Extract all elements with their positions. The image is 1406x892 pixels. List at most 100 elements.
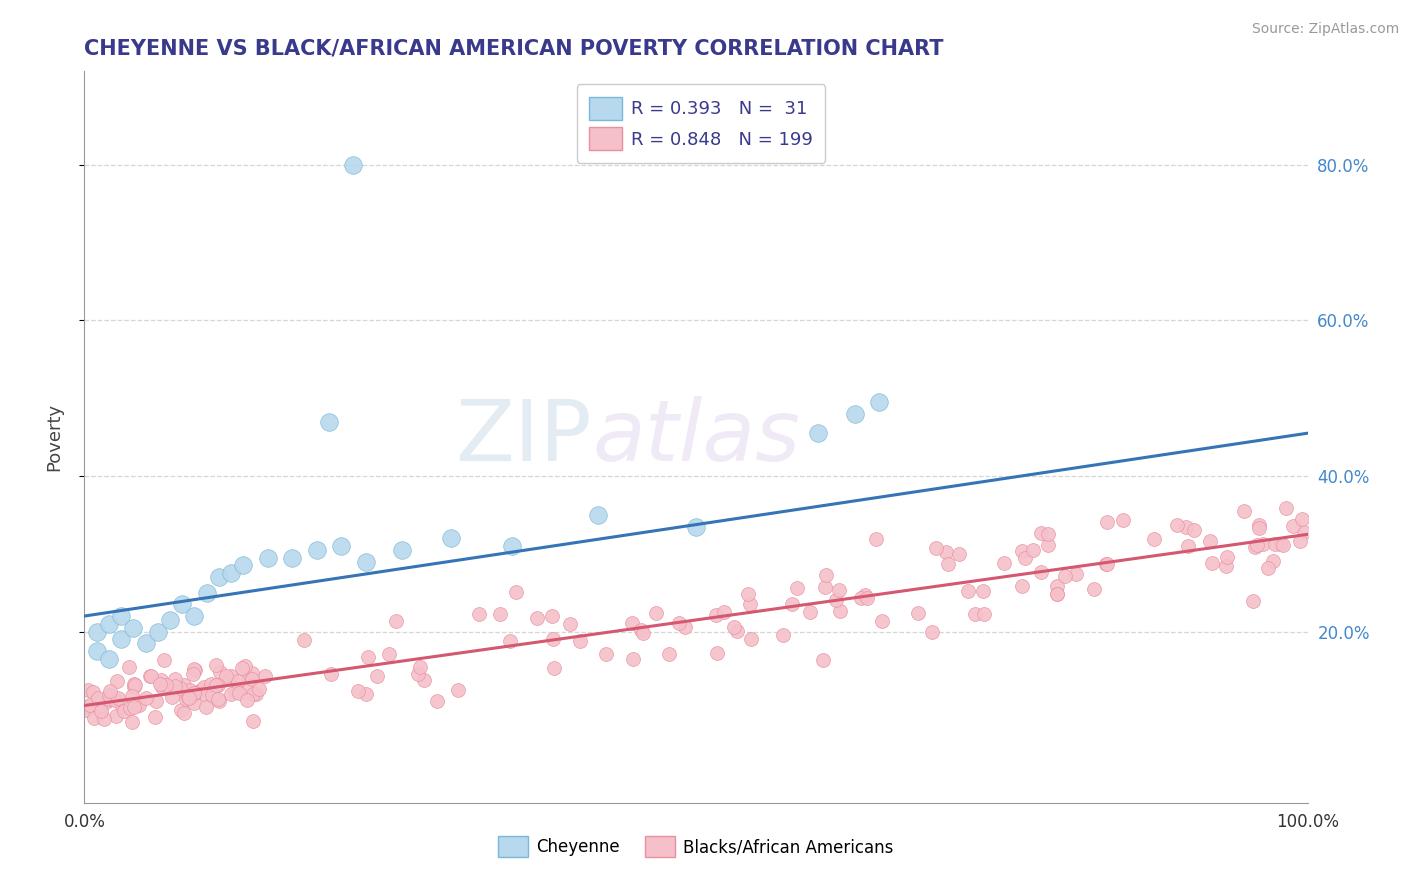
Text: Source: ZipAtlas.com: Source: ZipAtlas.com — [1251, 22, 1399, 37]
Point — [1095, 515, 1118, 529]
Point — [830, 604, 852, 618]
Point — [1247, 518, 1270, 533]
Point — [645, 606, 668, 620]
Point — [121, 715, 143, 730]
Point — [257, 550, 280, 565]
Point — [1251, 537, 1274, 551]
Point — [1175, 520, 1198, 534]
Point — [124, 678, 146, 692]
Point — [240, 665, 263, 680]
Point — [1014, 551, 1036, 566]
Point — [124, 677, 146, 691]
Point — [215, 669, 238, 683]
Point — [1274, 500, 1296, 515]
Point — [110, 632, 132, 647]
Point — [865, 532, 887, 546]
Point — [1289, 533, 1312, 548]
Point — [1031, 526, 1053, 541]
Point — [208, 570, 231, 584]
Point — [1177, 540, 1199, 554]
Point — [1046, 586, 1069, 600]
Point — [706, 646, 728, 660]
Point — [713, 605, 735, 619]
Point — [354, 555, 377, 569]
Point — [121, 689, 143, 703]
Point — [76, 698, 98, 713]
Point — [408, 659, 430, 673]
Point — [112, 704, 135, 718]
Point — [993, 556, 1015, 570]
Point — [814, 567, 837, 582]
Point — [77, 682, 100, 697]
Point — [973, 607, 995, 621]
Point — [957, 584, 980, 599]
Point — [844, 407, 866, 421]
Point — [799, 605, 821, 619]
Point — [1257, 561, 1279, 575]
Point — [1264, 537, 1286, 551]
Point — [630, 624, 652, 638]
Point — [668, 616, 690, 631]
Point — [673, 620, 696, 634]
Point — [936, 558, 959, 572]
Point — [195, 688, 218, 702]
Point — [200, 677, 222, 691]
Point — [737, 587, 759, 601]
Point — [1053, 569, 1076, 583]
Point — [963, 607, 986, 621]
Point — [1241, 594, 1264, 608]
Point — [207, 691, 229, 706]
Point — [813, 580, 835, 594]
Point — [224, 685, 246, 699]
Point — [1291, 512, 1313, 526]
Point — [1112, 513, 1135, 527]
Point — [247, 681, 270, 696]
Point — [184, 663, 207, 677]
Point — [825, 593, 848, 607]
Point — [1263, 554, 1285, 568]
Point — [226, 674, 249, 689]
Point — [1143, 533, 1166, 547]
Point — [391, 542, 413, 557]
Point — [870, 614, 893, 628]
Point — [165, 679, 187, 693]
Point — [79, 698, 101, 713]
Point — [706, 608, 728, 623]
Point — [772, 628, 794, 642]
Point — [177, 690, 200, 704]
Point — [305, 542, 328, 557]
Point — [1249, 521, 1271, 535]
Point — [183, 609, 205, 624]
Point — [377, 647, 399, 661]
Point — [505, 584, 527, 599]
Point — [855, 591, 877, 606]
Point — [219, 669, 242, 683]
Point — [149, 677, 172, 691]
Point — [1244, 540, 1267, 554]
Point — [127, 698, 149, 712]
Point — [621, 652, 644, 666]
Point — [233, 658, 256, 673]
Point — [685, 519, 707, 533]
Point — [98, 689, 121, 703]
Point — [104, 693, 127, 707]
Point — [150, 680, 173, 694]
Point — [786, 581, 808, 595]
Point — [1281, 519, 1303, 533]
Point — [110, 609, 132, 624]
Point — [183, 696, 205, 710]
Point — [98, 692, 121, 706]
Point — [83, 711, 105, 725]
Point — [1166, 517, 1188, 532]
Point — [242, 687, 264, 701]
Point — [318, 415, 340, 429]
Text: ZIP: ZIP — [456, 395, 592, 479]
Point — [219, 687, 242, 701]
Point — [107, 690, 129, 705]
Point — [366, 669, 388, 683]
Point — [1201, 556, 1223, 570]
Point — [621, 615, 644, 630]
Point — [169, 681, 191, 696]
Point — [1270, 537, 1292, 551]
Point — [384, 614, 406, 628]
